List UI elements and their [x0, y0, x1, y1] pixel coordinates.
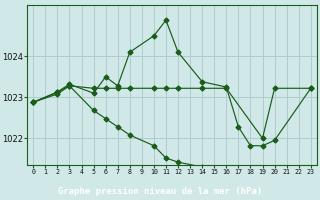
- Text: Graphe pression niveau de la mer (hPa): Graphe pression niveau de la mer (hPa): [58, 186, 262, 196]
